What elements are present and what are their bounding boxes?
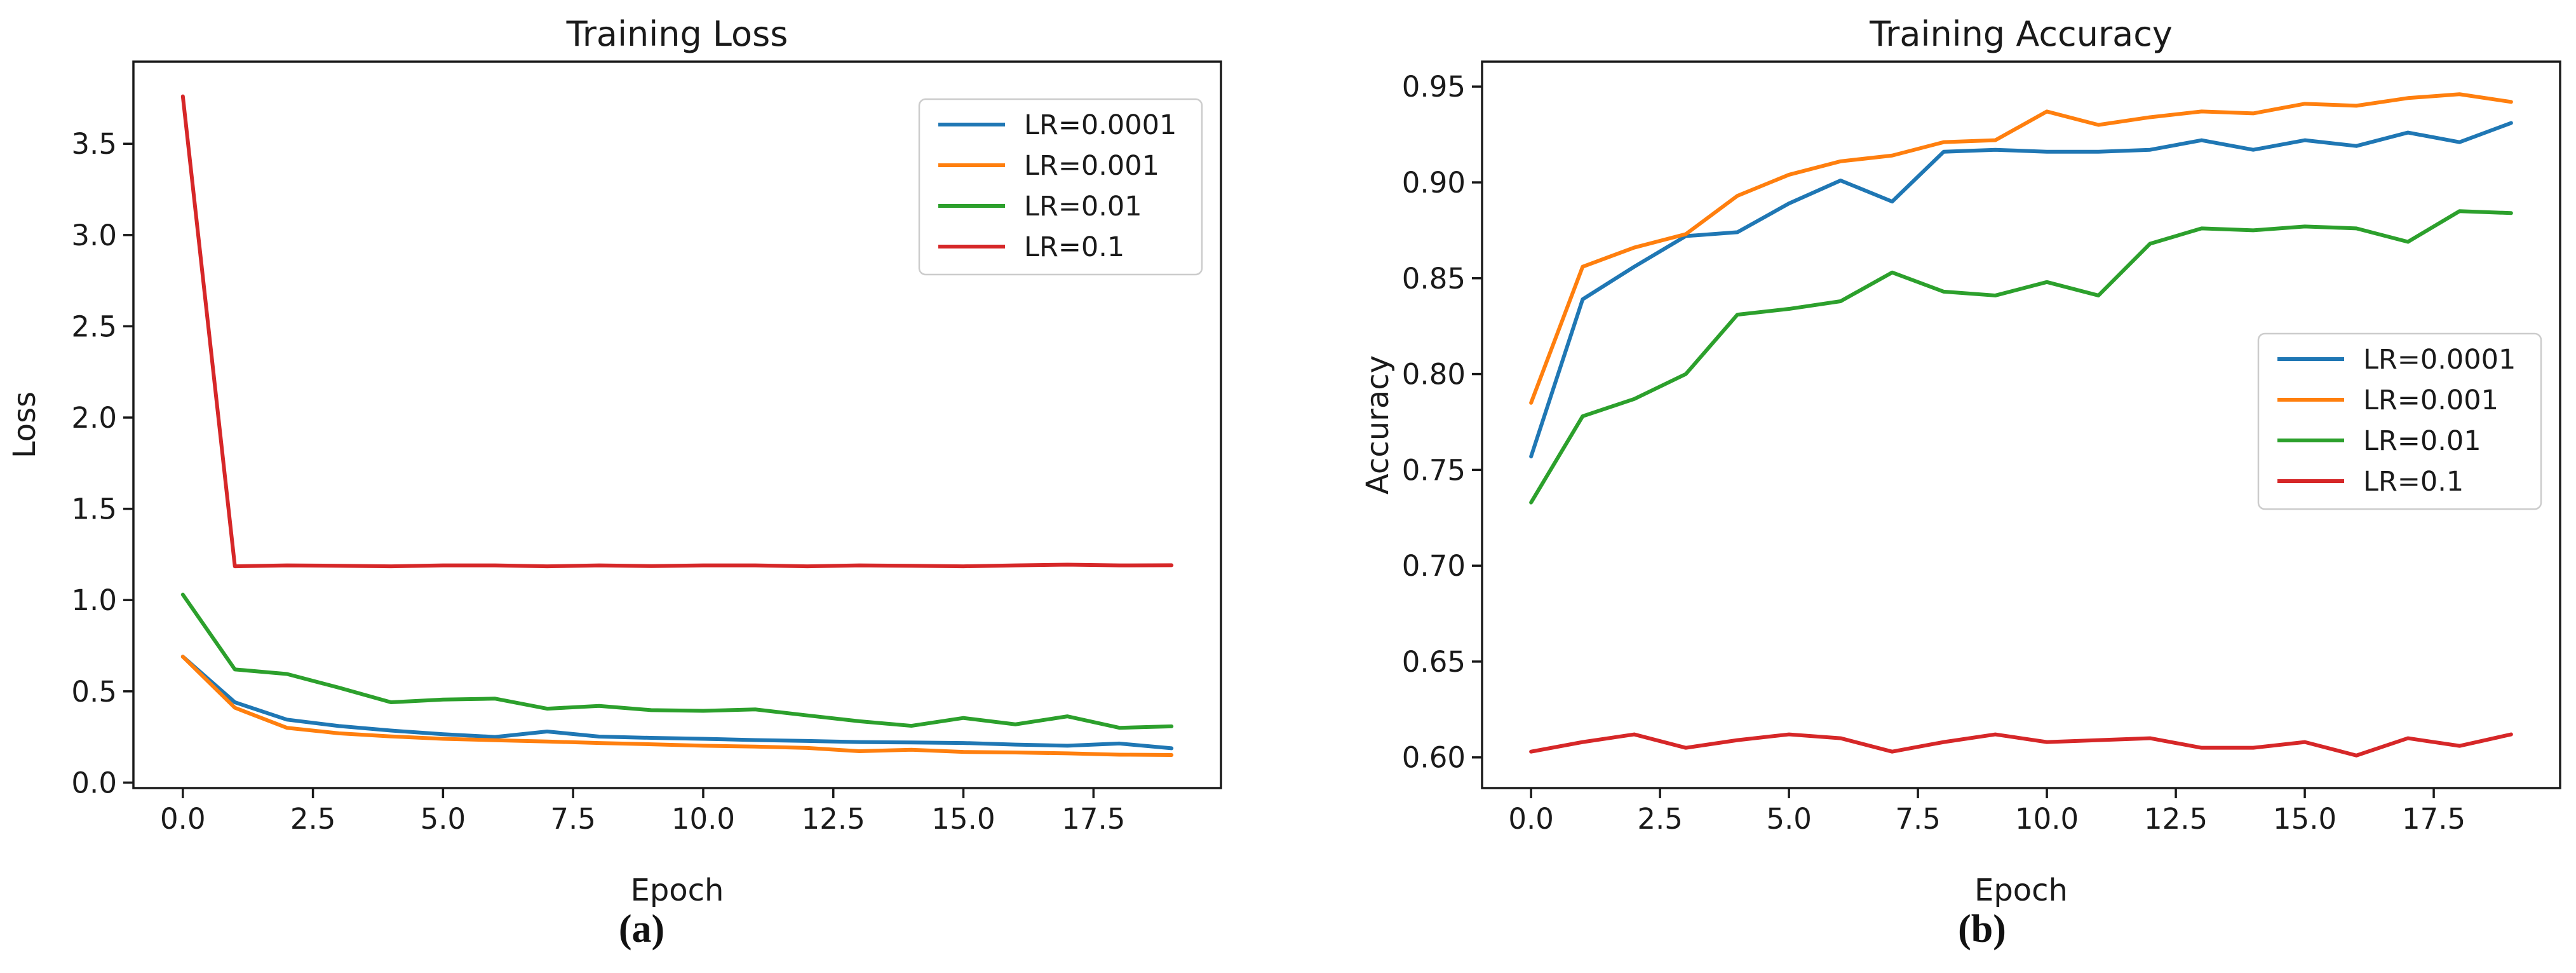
plot-border: [132, 60, 1222, 789]
legend-label: LR=0.001: [1024, 150, 1159, 182]
x-tick-label: 7.5: [1895, 802, 1941, 836]
caption-a: (a): [618, 908, 665, 951]
series-line-LR001: [1529, 209, 2513, 505]
legend-label: LR=0.1: [2363, 466, 2464, 498]
chart-title: Training Accuracy: [1869, 14, 2173, 54]
y-tick-label: 0.85: [1402, 262, 1466, 296]
series-line-LR0001: [1529, 92, 2513, 405]
y-tick-label: 0.95: [1402, 70, 1466, 104]
y-tick-label: 0.65: [1402, 645, 1466, 679]
legend-box: [918, 98, 1203, 276]
series-line-LR0001: [180, 655, 1174, 758]
plot-border: [1481, 60, 2561, 789]
x-tick-label: 12.5: [802, 802, 865, 836]
series-line-LR00001: [180, 655, 1174, 751]
series-line-LR001: [180, 592, 1174, 730]
series-line-LR01: [180, 94, 1174, 569]
y-tick-label: 0.70: [1402, 549, 1466, 583]
x-tick-label: 5.0: [1766, 802, 1812, 836]
x-tick-label: 2.5: [1637, 802, 1683, 836]
legend-label: LR=0.0001: [1024, 109, 1177, 141]
training-loss-chart-canvas: 0.0 2.5 5.0 7.5 10.0 12.5 15.0 17.5 0.0 0.5 1.0 1.5…: [7, 14, 1222, 908]
x-tick-label: 17.5: [2402, 802, 2465, 836]
series-line-LR01: [1529, 732, 2513, 758]
x-axis-label: Epoch: [631, 873, 724, 908]
y-tick-label: 0.90: [1402, 166, 1466, 200]
legend-label: LR=0.1: [1024, 231, 1124, 263]
y-tick-label: 2.5: [71, 310, 117, 343]
caption-b: (b): [1958, 908, 2006, 951]
x-tick-label: 12.5: [2144, 802, 2208, 836]
y-tick-label: 1.5: [71, 493, 117, 526]
y-tick-label: 3.5: [71, 127, 117, 161]
y-tick-label: 2.0: [71, 401, 117, 435]
legend-label: LR=0.0001: [2363, 344, 2516, 376]
series-line-LR00001: [1529, 121, 2513, 459]
legend-label: LR=0.01: [2363, 425, 2481, 457]
x-tick-label: 0.0: [160, 802, 206, 836]
x-tick-label: 7.5: [550, 802, 596, 836]
y-tick-label: 0.75: [1402, 453, 1466, 487]
x-tick-label: 10.0: [2015, 802, 2079, 836]
y-tick-label: 1.0: [71, 583, 117, 617]
x-tick-label: 17.5: [1062, 802, 1125, 836]
y-tick-label: 0.80: [1402, 358, 1466, 391]
legend-box: [2257, 332, 2542, 510]
chart-title: Training Loss: [566, 14, 788, 54]
legend-label: LR=0.001: [2363, 384, 2498, 416]
legend-label: LR=0.01: [1024, 191, 1142, 222]
y-axis-label: Accuracy: [1360, 355, 1396, 494]
x-tick-label: 15.0: [2273, 802, 2337, 836]
x-axis-label: Epoch: [1974, 873, 2068, 908]
x-tick-label: 2.5: [290, 802, 336, 836]
y-tick-label: 3.0: [71, 219, 117, 252]
y-tick-label: 0.0: [71, 766, 117, 799]
y-axis-label: Loss: [7, 391, 43, 458]
x-tick-label: 5.0: [421, 802, 466, 836]
y-tick-label: 0.5: [71, 675, 117, 709]
x-tick-label: 15.0: [931, 802, 995, 836]
y-tick-label: 0.60: [1402, 741, 1466, 775]
x-tick-label: 0.0: [1508, 802, 1554, 836]
training-accuracy-chart-canvas: 0.0 2.5 5.0 7.5 10.0 12.5 15.0 17.5 0.60 0.65 0.70…: [1360, 14, 2561, 908]
x-tick-label: 10.0: [671, 802, 735, 836]
